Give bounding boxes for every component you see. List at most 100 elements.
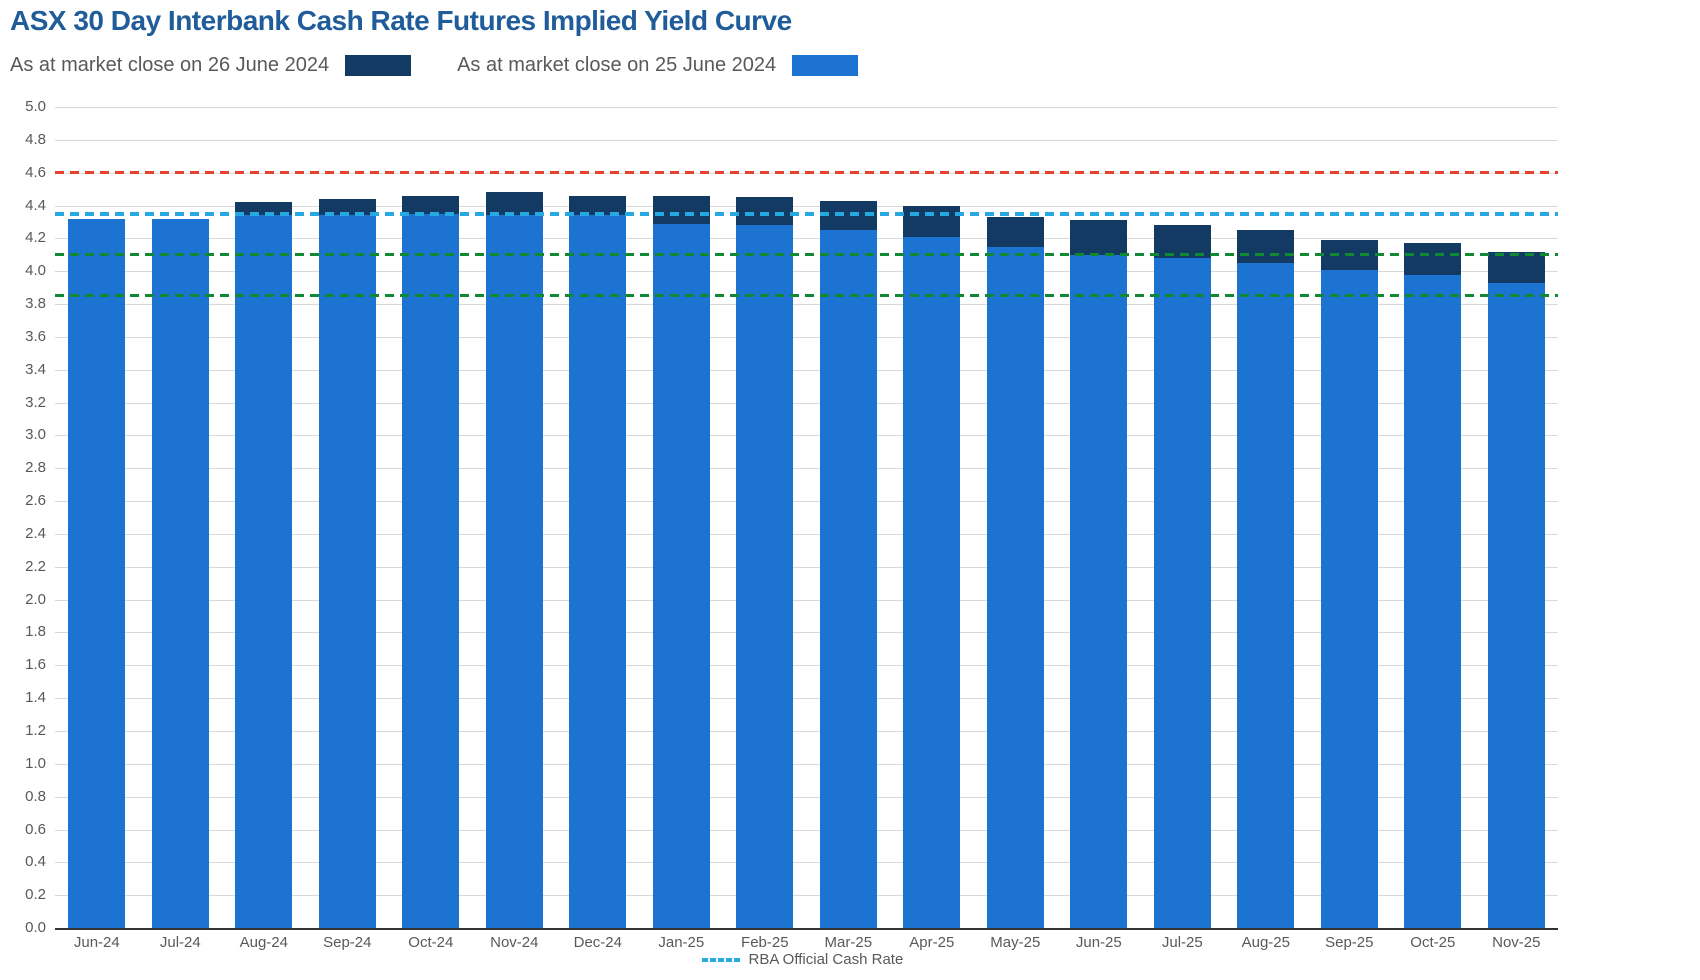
y-tick-label-1.2: 1.2 <box>25 722 46 739</box>
bar-25jun-Aug-24 <box>235 215 293 928</box>
chart-legend: As at market close on 26 June 2024 As at… <box>10 54 859 77</box>
legend-item-25jun: As at market close on 25 June 2024 <box>457 54 859 77</box>
y-tick-label-2.4: 2.4 <box>25 524 46 542</box>
bar-25jun-Jun-24 <box>68 218 126 928</box>
x-tick-label-Jun-24: Jun-24 <box>73 934 120 951</box>
chart-title: ASX 30 Day Interbank Cash Rate Futures I… <box>10 5 792 36</box>
gridline-2.4 <box>55 533 1558 535</box>
x-tick-label-Sep-25: Sep-25 <box>1325 934 1374 951</box>
y-tick-label-4.0: 4.0 <box>25 262 46 280</box>
y-tick-label-1.8: 1.8 <box>25 623 46 641</box>
gridline-3.2 <box>55 402 1558 404</box>
gridline-4.2 <box>55 238 1558 240</box>
x-tick-label-Feb-25: Feb-25 <box>741 934 789 951</box>
gridline-0.2 <box>55 895 1558 897</box>
gridline-5.0 <box>55 107 1558 108</box>
x-tick-label-Dec-24: Dec-24 <box>573 934 622 951</box>
bar-25jun-Nov-25 <box>1487 282 1545 928</box>
gridline-2.8 <box>55 468 1558 470</box>
rba-dash-swatch <box>701 957 740 962</box>
x-tick-label-Nov-25: Nov-25 <box>1492 934 1541 951</box>
bar-25jun-Feb-25 <box>736 225 794 928</box>
bar-25jun-Jun-25 <box>1070 254 1128 928</box>
gridline-3.6 <box>55 336 1558 338</box>
reference-line-green-4.1 <box>55 253 1558 257</box>
y-tick-label-0.8: 0.8 <box>25 787 46 805</box>
bar-25jun-Mar-25 <box>819 230 877 928</box>
bar-25jun-Jan-25 <box>652 223 710 928</box>
x-tick-label-Jul-25: Jul-25 <box>1161 934 1203 951</box>
y-tick-label-4.4: 4.4 <box>25 196 46 214</box>
y-tick-label-0.0: 0.0 <box>25 919 46 936</box>
legend-swatch-26jun <box>345 55 412 76</box>
gridline-1.2 <box>55 731 1558 732</box>
x-tick-label-May-25: May-25 <box>990 934 1041 951</box>
bar-25jun-Sep-24 <box>318 215 376 928</box>
gridline-4.4 <box>55 205 1558 207</box>
y-tick-label-4.6: 4.6 <box>25 163 46 181</box>
gridline-2.0 <box>55 599 1558 601</box>
x-tick-label-Aug-24: Aug-24 <box>239 934 288 951</box>
y-tick-label-0.2: 0.2 <box>25 886 46 904</box>
bar-25jun-Sep-25 <box>1320 269 1378 928</box>
x-tick-label-Jan-25: Jan-25 <box>658 934 705 951</box>
x-tick-label-Oct-24: Oct-24 <box>408 934 454 951</box>
x-tick-label-Sep-24: Sep-24 <box>323 934 372 951</box>
y-tick-label-5.0: 5.0 <box>25 98 46 115</box>
x-tick-label-Jul-24: Jul-24 <box>159 934 201 951</box>
y-tick-label-0.4: 0.4 <box>25 853 46 871</box>
y-tick-label-2.2: 2.2 <box>25 557 46 575</box>
bar-25jun-Jul-24 <box>151 218 209 928</box>
bar-25jun-May-25 <box>986 246 1044 928</box>
legend-swatch-25jun <box>792 55 859 76</box>
gridline-1.6 <box>55 665 1558 667</box>
bar-25jun-Oct-24 <box>402 213 460 928</box>
rba-line-legend: RBA Official Cash Rate <box>701 951 904 968</box>
legend-item-26jun: As at market close on 26 June 2024 <box>10 54 412 77</box>
x-tick-label-Jun-25: Jun-25 <box>1075 934 1122 951</box>
y-tick-label-2.8: 2.8 <box>25 459 46 477</box>
reference-line-upper-red <box>55 171 1558 175</box>
gridline-4.8 <box>55 139 1558 141</box>
y-tick-label-3.6: 3.6 <box>25 327 46 345</box>
bar-25jun-Jul-25 <box>1153 258 1211 928</box>
bar-25jun-Nov-24 <box>485 215 543 928</box>
x-tick-label-Nov-24: Nov-24 <box>490 934 539 951</box>
gridline-3.8 <box>55 304 1558 305</box>
y-tick-label-0.6: 0.6 <box>25 820 46 838</box>
y-tick-label-1.0: 1.0 <box>25 754 46 772</box>
gridline-1.4 <box>55 698 1558 700</box>
x-tick-label-Mar-25: Mar-25 <box>824 934 873 951</box>
y-tick-label-2.0: 2.0 <box>25 590 46 608</box>
legend-label-25jun: As at market close on 25 June 2024 <box>457 54 777 76</box>
gridline-0.4 <box>55 862 1558 864</box>
bar-25jun-Oct-25 <box>1404 274 1462 928</box>
y-tick-label-3.8: 3.8 <box>25 295 46 312</box>
y-tick-label-4.2: 4.2 <box>25 229 46 247</box>
reference-line-green-3.85 <box>55 294 1558 298</box>
gridline-1.8 <box>55 632 1558 634</box>
x-axis-line <box>55 928 1558 930</box>
gridline-1.0 <box>55 763 1558 765</box>
bar-25jun-Apr-25 <box>903 236 961 928</box>
x-tick-label-Oct-25: Oct-25 <box>1410 934 1456 951</box>
y-tick-label-1.4: 1.4 <box>25 689 46 707</box>
gridline-0.8 <box>55 796 1558 798</box>
legend-label-26jun: As at market close on 26 June 2024 <box>10 54 330 76</box>
bar-25jun-Aug-25 <box>1237 263 1295 928</box>
rba-line-legend-label: RBA Official Cash Rate <box>748 951 904 968</box>
y-tick-label-3.4: 3.4 <box>25 360 46 378</box>
x-tick-label-Aug-25: Aug-25 <box>1241 934 1290 951</box>
gridline-4.0 <box>55 271 1558 273</box>
reference-line-rba-cash-rate <box>55 211 1558 216</box>
y-tick-label-3.0: 3.0 <box>25 426 46 444</box>
gridline-3.0 <box>55 435 1558 437</box>
y-tick-label-1.6: 1.6 <box>25 656 46 674</box>
bar-25jun-Dec-24 <box>569 215 627 928</box>
y-tick-label-4.8: 4.8 <box>25 130 46 148</box>
gridline-0.6 <box>55 829 1558 831</box>
x-tick-label-Apr-25: Apr-25 <box>909 934 955 951</box>
gridline-3.4 <box>55 369 1558 371</box>
